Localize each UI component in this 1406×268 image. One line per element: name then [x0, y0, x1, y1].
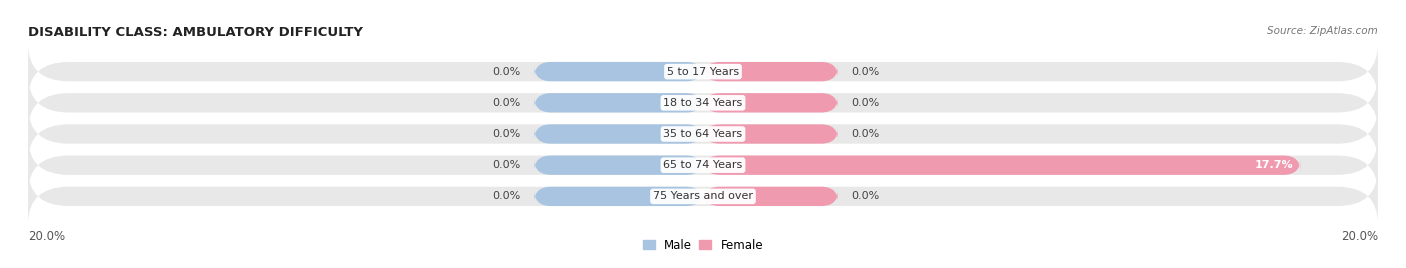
FancyBboxPatch shape: [534, 93, 703, 113]
FancyBboxPatch shape: [703, 124, 838, 144]
FancyBboxPatch shape: [534, 62, 703, 81]
Text: 0.0%: 0.0%: [852, 129, 880, 139]
Text: 5 to 17 Years: 5 to 17 Years: [666, 67, 740, 77]
Text: DISABILITY CLASS: AMBULATORY DIFFICULTY: DISABILITY CLASS: AMBULATORY DIFFICULTY: [28, 26, 363, 39]
FancyBboxPatch shape: [28, 106, 1378, 162]
Text: 18 to 34 Years: 18 to 34 Years: [664, 98, 742, 108]
FancyBboxPatch shape: [28, 75, 1378, 131]
FancyBboxPatch shape: [534, 124, 703, 144]
Text: 35 to 64 Years: 35 to 64 Years: [664, 129, 742, 139]
Text: 0.0%: 0.0%: [492, 160, 520, 170]
Text: Source: ZipAtlas.com: Source: ZipAtlas.com: [1267, 26, 1378, 36]
FancyBboxPatch shape: [534, 187, 703, 206]
FancyBboxPatch shape: [534, 155, 703, 175]
Text: 20.0%: 20.0%: [1341, 230, 1378, 243]
Text: 0.0%: 0.0%: [492, 67, 520, 77]
Text: 75 Years and over: 75 Years and over: [652, 191, 754, 201]
FancyBboxPatch shape: [703, 93, 838, 113]
Text: 0.0%: 0.0%: [492, 191, 520, 201]
FancyBboxPatch shape: [28, 44, 1378, 99]
FancyBboxPatch shape: [703, 62, 838, 81]
FancyBboxPatch shape: [28, 169, 1378, 224]
Text: 0.0%: 0.0%: [852, 67, 880, 77]
Text: 65 to 74 Years: 65 to 74 Years: [664, 160, 742, 170]
Text: 0.0%: 0.0%: [852, 98, 880, 108]
Text: 0.0%: 0.0%: [492, 129, 520, 139]
Text: 20.0%: 20.0%: [28, 230, 65, 243]
Text: 0.0%: 0.0%: [492, 98, 520, 108]
Text: 17.7%: 17.7%: [1256, 160, 1294, 170]
Text: 0.0%: 0.0%: [852, 191, 880, 201]
FancyBboxPatch shape: [28, 137, 1378, 193]
FancyBboxPatch shape: [703, 187, 838, 206]
Legend: Male, Female: Male, Female: [643, 239, 763, 252]
FancyBboxPatch shape: [703, 155, 1301, 175]
